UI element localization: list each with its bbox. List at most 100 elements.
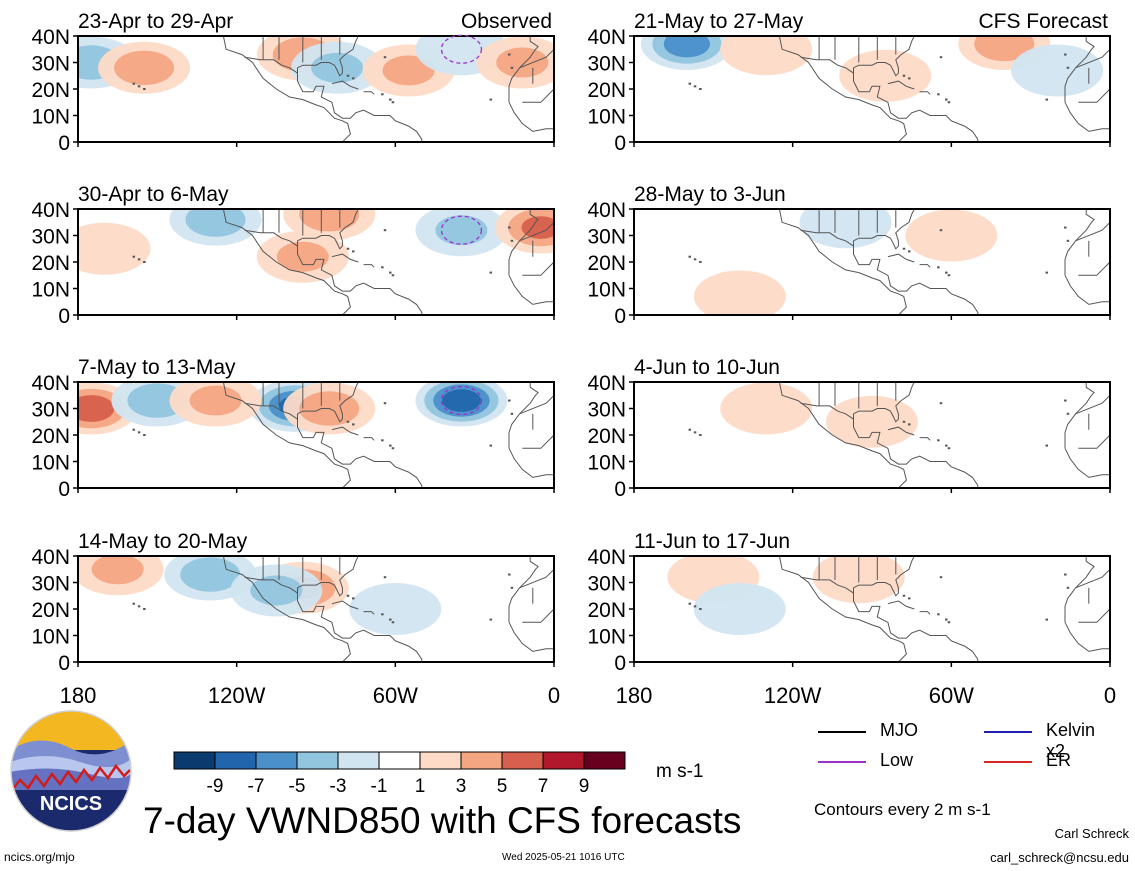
- map-panel: 40N 30N 20N 10N 0 11-Jun to 17-Jun: [587, 530, 1111, 675]
- y-tick-label: 10N: [31, 106, 70, 129]
- coastlines: [688, 209, 1110, 315]
- x-tick-label: 180: [616, 683, 653, 708]
- map-panel: 40N 30N 20N 10N 0 7-May to 13-May: [31, 356, 555, 501]
- coastline: [222, 36, 351, 142]
- x-tick-label: 60W: [373, 683, 418, 708]
- island: [945, 618, 948, 621]
- coastline: [363, 264, 375, 268]
- coastlines: [688, 556, 1110, 662]
- coastline: [297, 413, 423, 488]
- coastline: [1064, 556, 1095, 623]
- y-tick-label: 0: [614, 305, 626, 328]
- island: [143, 261, 146, 263]
- island: [699, 88, 702, 90]
- island: [1064, 573, 1067, 576]
- anomaly-blob: [693, 270, 786, 315]
- legend-swatch-kelvin: [984, 731, 1032, 733]
- anomaly-blob: [382, 55, 435, 86]
- anomaly-blob: [974, 36, 1035, 62]
- legend-swatch-mjo: [818, 731, 866, 733]
- coastline: [508, 209, 539, 276]
- coastline: [1075, 221, 1110, 242]
- coastline: [1064, 36, 1095, 103]
- ncics-logo: NCICS: [10, 710, 132, 832]
- x-tick-label: 0: [548, 683, 560, 708]
- island: [381, 266, 384, 269]
- island: [489, 271, 493, 274]
- coastline: [800, 229, 854, 247]
- coastline: [1064, 209, 1095, 276]
- y-tick-label: 20N: [31, 79, 70, 102]
- y-tick-label: 20N: [587, 599, 626, 622]
- x-tick-label: 180: [60, 683, 97, 708]
- coastline: [244, 576, 298, 594]
- contour-note: Contours every 2 m s-1: [814, 800, 991, 819]
- coastline: [853, 240, 979, 315]
- coastline: [508, 102, 554, 132]
- y-tick-label: 0: [58, 478, 70, 501]
- island: [143, 434, 146, 436]
- coastline: [919, 264, 931, 268]
- anomaly-blob: [78, 395, 115, 422]
- island: [510, 66, 514, 69]
- anomaly-blob: [189, 385, 242, 416]
- panel-title: 21-May to 27-May: [634, 10, 804, 33]
- island: [510, 412, 514, 415]
- colorbar-swatch: [173, 751, 216, 770]
- island: [389, 271, 392, 274]
- map-panel: 40N 30N 20N 10N 0 4-Jun to 10-Jun: [587, 356, 1111, 501]
- island: [346, 594, 350, 597]
- y-tick-label: 20N: [31, 252, 70, 275]
- island: [346, 74, 350, 77]
- y-tick-label: 20N: [31, 425, 70, 448]
- coastline: [1064, 622, 1110, 652]
- map-panel: 40N 30N 20N 10N 0 21-May to 27-May CFS Forecas…: [587, 10, 1111, 155]
- panel-title: 14-May to 20-May: [78, 530, 248, 553]
- anomaly-blob: [905, 209, 998, 262]
- legend-label-mjo: MJO: [880, 720, 918, 740]
- y-tick-label: 30N: [31, 226, 70, 249]
- anomaly-blob: [114, 50, 175, 85]
- coastline: [244, 56, 298, 74]
- y-tick-label: 30N: [587, 573, 626, 596]
- coastline: [519, 48, 554, 69]
- coastline: [297, 382, 359, 423]
- coastline: [508, 556, 539, 623]
- coastline: [1075, 394, 1110, 415]
- logo-text: NCICS: [40, 793, 102, 815]
- panel-title: 4-Jun to 10-Jun: [634, 356, 780, 379]
- y-tick-label: 10N: [587, 279, 626, 302]
- y-tick-label: 10N: [31, 279, 70, 302]
- y-tick-label: 10N: [587, 452, 626, 475]
- site-link[interactable]: ncics.org/mjo: [4, 850, 75, 864]
- y-tick-label: 0: [58, 305, 70, 328]
- colorbar-swatch: [296, 751, 339, 770]
- coastline: [519, 568, 554, 589]
- coastline: [853, 67, 979, 142]
- y-tick-label: 20N: [587, 252, 626, 275]
- anomaly-blob: [435, 215, 488, 246]
- x-tick-label: 0: [1104, 683, 1116, 708]
- island: [383, 576, 387, 579]
- island: [508, 53, 511, 56]
- colorbar-swatch: [214, 751, 257, 770]
- coastline: [1075, 48, 1110, 69]
- map-panel: 40N 30N 20N 10N 0 30-Apr to 6-May: [31, 183, 555, 328]
- island: [132, 428, 136, 431]
- anomaly-blob: [185, 209, 246, 237]
- island: [908, 77, 911, 80]
- island: [489, 444, 493, 447]
- island: [945, 444, 948, 447]
- colorbar-tick-label: 7: [538, 776, 549, 797]
- island: [693, 85, 697, 88]
- colorbar-swatch: [378, 751, 421, 770]
- column-label: Observed: [461, 10, 552, 33]
- coastline: [522, 261, 554, 276]
- island: [1045, 444, 1049, 447]
- colorbar-tick-label: 9: [579, 776, 590, 797]
- colorbar-tick-label: 3: [456, 776, 467, 797]
- island: [137, 85, 141, 88]
- anomaly-blob: [442, 389, 481, 412]
- anomaly-field: [720, 382, 918, 448]
